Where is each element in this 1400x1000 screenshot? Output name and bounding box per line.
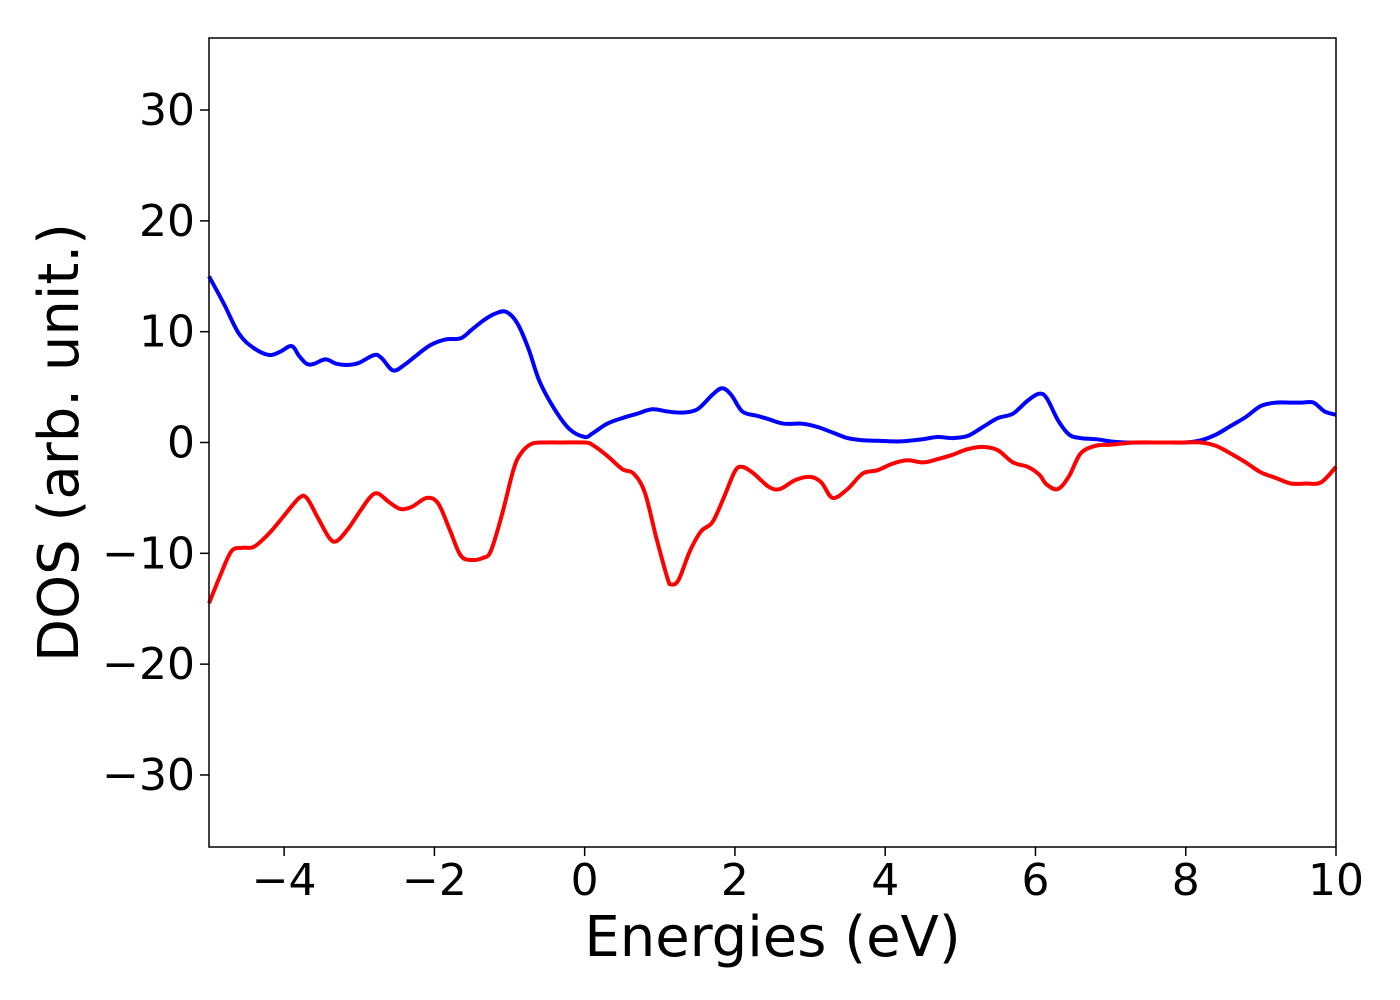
x-axis-ticks: −4 −2 0 2 4 6 8 10 <box>252 847 1364 906</box>
x-tick-label: 0 <box>571 855 599 906</box>
y-axis-ticks: 30 20 10 0 −10 −20 −30 <box>102 85 209 801</box>
x-tick-label: 2 <box>721 855 749 906</box>
series-line-1 <box>207 275 1337 445</box>
series-layer <box>207 275 1338 604</box>
y-tick-label: −10 <box>102 528 195 579</box>
x-tick-label: 4 <box>871 855 899 906</box>
y-tick-label: −20 <box>102 639 195 690</box>
y-axis-title: DOS (arb. unit.) <box>27 223 92 662</box>
series-line-2 <box>207 440 1338 604</box>
y-tick-label: 30 <box>139 85 195 136</box>
x-tick-label: −4 <box>252 855 317 906</box>
x-tick-label: 10 <box>1308 855 1364 906</box>
y-tick-label: 0 <box>167 418 195 469</box>
y-tick-label: 20 <box>139 196 195 247</box>
x-tick-label: 8 <box>1172 855 1200 906</box>
x-axis-title: Energies (eV) <box>584 905 960 970</box>
y-tick-label: −30 <box>102 750 195 801</box>
y-tick-label: 10 <box>139 307 195 358</box>
x-tick-label: 6 <box>1021 855 1049 906</box>
x-tick-label: −2 <box>402 855 467 906</box>
